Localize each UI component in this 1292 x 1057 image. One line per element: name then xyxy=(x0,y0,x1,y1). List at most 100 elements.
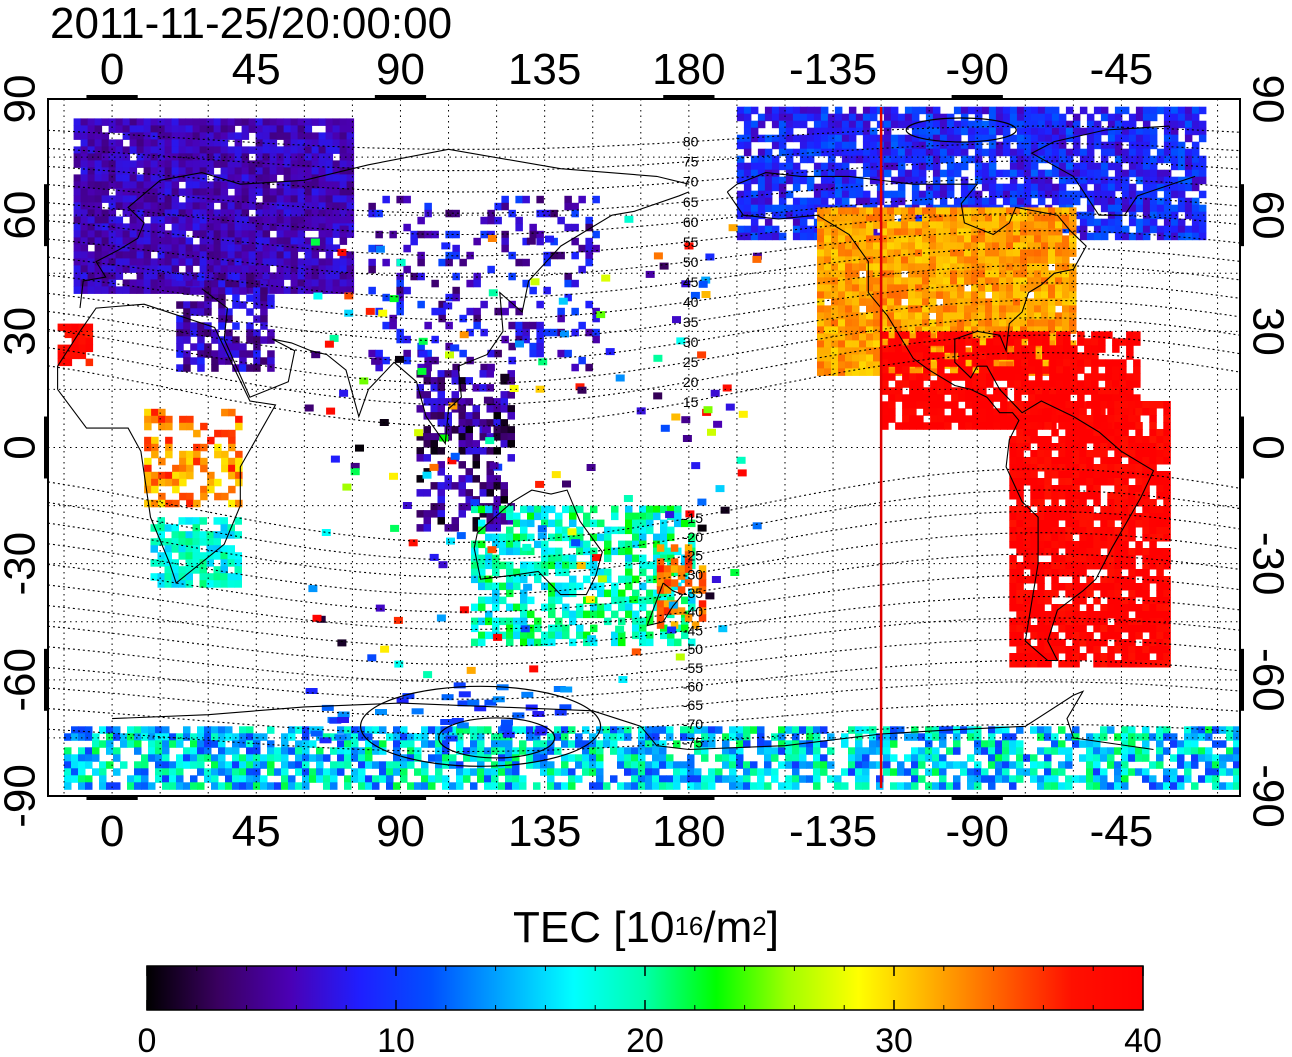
tec-cell xyxy=(185,202,194,210)
tec-cell xyxy=(424,363,432,372)
tec-cell xyxy=(396,300,404,309)
tec-cell xyxy=(831,298,839,306)
tec-cell xyxy=(1107,478,1115,486)
tec-cell xyxy=(269,272,278,280)
tec-cell xyxy=(1149,127,1158,136)
tec-cell xyxy=(929,361,937,369)
tec-cell xyxy=(501,195,509,204)
tec-cell xyxy=(164,160,173,168)
tec-cell xyxy=(909,394,917,402)
tec-cell xyxy=(881,366,889,374)
tec-cell xyxy=(541,561,549,570)
tec-cell xyxy=(1027,326,1035,334)
tec-cell xyxy=(1062,277,1070,285)
tec-cell xyxy=(94,209,103,217)
tec-cell xyxy=(1107,197,1116,206)
tec-cell xyxy=(1065,464,1073,472)
tec-cell xyxy=(465,468,473,476)
tec-cell xyxy=(431,279,439,288)
tec-cell xyxy=(430,447,438,455)
tec-cell xyxy=(220,566,228,574)
tec-cell xyxy=(507,370,515,378)
tec-cell xyxy=(445,321,453,330)
tec-cell xyxy=(852,368,860,376)
tec-cell xyxy=(862,106,871,115)
tec-cell xyxy=(437,461,445,469)
tec-cell xyxy=(901,235,909,243)
tec-cell xyxy=(883,127,892,136)
tec-cell xyxy=(999,319,1007,327)
tec-cell xyxy=(185,580,193,588)
tec-cell xyxy=(979,366,987,374)
tec-cell xyxy=(1009,169,1018,178)
tec-cell xyxy=(1048,270,1056,278)
tec-cell xyxy=(260,280,268,288)
tec-cell xyxy=(1184,155,1193,164)
tec-cell xyxy=(1030,555,1038,563)
tec-cell xyxy=(1051,141,1060,150)
tec-cell xyxy=(1037,106,1046,115)
tec-cell xyxy=(1037,534,1045,542)
tec-cell xyxy=(958,366,966,374)
tec-cell xyxy=(143,244,152,252)
tec-cell xyxy=(972,408,980,416)
tec-cell xyxy=(234,573,242,581)
tec-cell xyxy=(639,603,647,612)
tec-cell xyxy=(318,244,327,252)
tec-cell xyxy=(241,223,250,231)
tec-cell xyxy=(817,263,825,271)
tec-cell xyxy=(981,134,990,143)
tec-cell xyxy=(1009,190,1018,199)
tec-cell xyxy=(1084,373,1092,381)
tec-cell xyxy=(888,338,896,346)
tec-cell xyxy=(785,155,794,164)
tec-cell xyxy=(276,230,285,238)
tec-cell xyxy=(764,225,773,234)
tec-cell xyxy=(501,335,509,344)
tec-cell xyxy=(922,235,930,243)
tec-cell xyxy=(1014,380,1022,388)
tec-cell xyxy=(143,139,152,147)
tec-cell xyxy=(1013,249,1021,257)
tec-cell xyxy=(873,340,881,348)
tec-cell xyxy=(950,312,958,320)
tec-cell xyxy=(562,533,570,542)
tec-cell xyxy=(246,308,254,316)
tec-cell xyxy=(515,321,523,330)
tec-cell xyxy=(101,188,110,196)
tec-cell xyxy=(543,258,551,267)
tec-cell xyxy=(87,265,96,273)
tec-cell xyxy=(458,475,466,483)
tec-cell xyxy=(1044,134,1053,143)
tec-cell xyxy=(1086,204,1095,213)
tec-cell xyxy=(150,160,159,168)
tec-cell xyxy=(1009,555,1017,563)
tec-cell xyxy=(1051,443,1059,451)
tec-cell xyxy=(1058,422,1066,430)
tec-cell xyxy=(548,533,556,542)
tec-cell xyxy=(548,582,556,591)
tec-cell xyxy=(213,216,222,224)
tec-cell xyxy=(656,565,665,573)
tec-cell xyxy=(1128,527,1136,535)
tec-cell xyxy=(507,454,515,462)
tec-cell xyxy=(971,207,979,215)
tec-cell xyxy=(845,326,853,334)
tec-cell xyxy=(944,387,952,395)
tec-cell xyxy=(179,478,187,487)
tec-cell xyxy=(1107,148,1116,157)
tec-cell xyxy=(276,244,285,252)
tec-cell xyxy=(1149,183,1158,192)
tec-cell xyxy=(1013,256,1021,264)
tec-cell xyxy=(1044,148,1053,157)
tec-cell xyxy=(964,326,972,334)
tec-cell xyxy=(1121,583,1129,591)
tec-cell xyxy=(311,118,320,126)
tec-cell xyxy=(437,489,445,497)
tec-cell xyxy=(1069,242,1077,250)
tec-cell xyxy=(1009,120,1018,129)
tec-cell xyxy=(932,127,941,136)
tec-cell xyxy=(1156,204,1165,213)
tec-cell xyxy=(571,279,579,288)
tec-cell xyxy=(1021,345,1029,353)
